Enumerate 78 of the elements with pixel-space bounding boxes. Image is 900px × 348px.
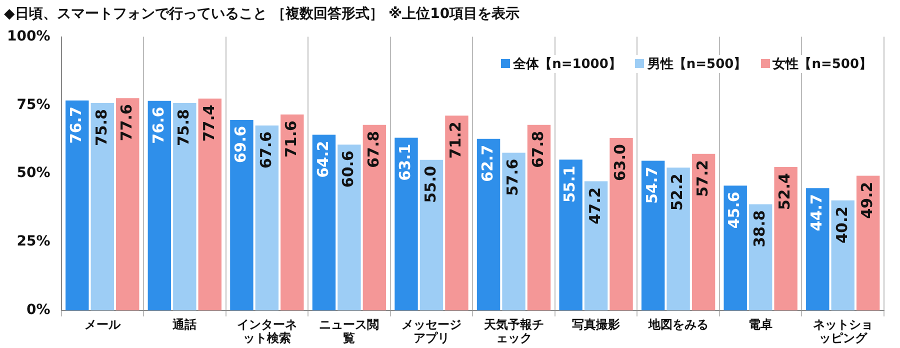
bar (312, 134, 336, 310)
bar (66, 100, 89, 310)
bar (610, 138, 633, 310)
data-label: 45.6 (725, 192, 744, 229)
data-label: 77.6 (118, 104, 136, 142)
bar (856, 176, 880, 310)
x-tick-label: メール (84, 317, 122, 332)
bar (173, 103, 196, 310)
data-label: 55.0 (421, 166, 440, 203)
bar (116, 98, 140, 310)
bar (198, 98, 222, 310)
data-label: 75.8 (92, 109, 110, 146)
bar (806, 188, 830, 310)
bar (445, 116, 468, 310)
bar (666, 168, 690, 310)
bar (641, 160, 665, 310)
bar (559, 160, 582, 310)
x-tick-label: 電卓 (748, 317, 773, 332)
x-tick-label: 通話 (172, 317, 197, 332)
x-tick-label: 天気予報チェック (482, 317, 544, 346)
data-label: 44.7 (808, 194, 826, 232)
data-label: 55.1 (560, 166, 579, 203)
bar (831, 200, 854, 310)
data-label: 57.6 (504, 158, 522, 196)
bar (394, 138, 418, 310)
x-tick-label: インターネット検索 (236, 317, 297, 346)
bar (90, 103, 114, 310)
bar (502, 152, 526, 310)
bar (774, 167, 798, 310)
bar (255, 125, 279, 310)
data-label: 40.2 (832, 206, 851, 244)
data-label: 62.7 (478, 144, 496, 182)
x-tick-label: メッセージアプリ (401, 317, 462, 346)
x-tick-label: ニュース閲覧 (319, 317, 380, 346)
data-label: 75.8 (174, 109, 193, 146)
data-label: 54.7 (642, 166, 661, 204)
data-label: 67.6 (256, 131, 275, 168)
data-label: 77.4 (200, 104, 218, 142)
data-label: 52.4 (776, 173, 794, 210)
bar (527, 124, 551, 310)
bar (476, 138, 500, 310)
bar (148, 100, 172, 310)
bar (362, 124, 386, 310)
data-label: 71.6 (282, 120, 300, 158)
bar (584, 181, 608, 310)
bar (280, 114, 304, 310)
data-label: 67.8 (364, 130, 382, 168)
bar (338, 144, 361, 310)
y-tick-label: 75% (16, 96, 50, 113)
bar (230, 120, 254, 310)
data-label: 71.2 (446, 122, 465, 159)
y-tick-label: 25% (16, 234, 50, 250)
data-label: 67.8 (528, 130, 547, 168)
y-tick-label: 50% (16, 165, 50, 182)
legend-label: 男性【n=500】 (647, 56, 747, 73)
legend-label: 女性【n=500】 (772, 56, 872, 73)
bar (420, 160, 444, 310)
data-label: 57.2 (693, 160, 712, 197)
data-label: 76.6 (149, 106, 168, 144)
data-label: 63.1 (396, 144, 414, 181)
data-label: 47.2 (586, 187, 604, 224)
chart-title: ◆日頃、スマートフォンで行っていること ［複数回答形式］ ※上位10項目を表示 (4, 5, 520, 22)
data-label: 76.7 (67, 106, 86, 144)
data-label: 64.2 (314, 140, 332, 178)
data-label: 49.2 (858, 182, 876, 219)
x-tick-label: ネットショッピング (812, 317, 873, 346)
data-label: 60.6 (339, 150, 358, 188)
data-label: 69.6 (232, 126, 250, 163)
y-tick-label: 100% (6, 28, 50, 44)
bar (692, 154, 716, 310)
data-label: 52.2 (668, 174, 686, 211)
data-label: 38.8 (750, 210, 768, 248)
legend-label: 全体【n=1000】 (513, 56, 622, 73)
x-tick-label: 写真撮影 (572, 317, 620, 332)
x-tick-label: 地図をみる (647, 317, 708, 332)
data-label: 63.0 (611, 144, 630, 182)
bar (724, 186, 747, 310)
y-tick-label: 0% (26, 302, 50, 318)
